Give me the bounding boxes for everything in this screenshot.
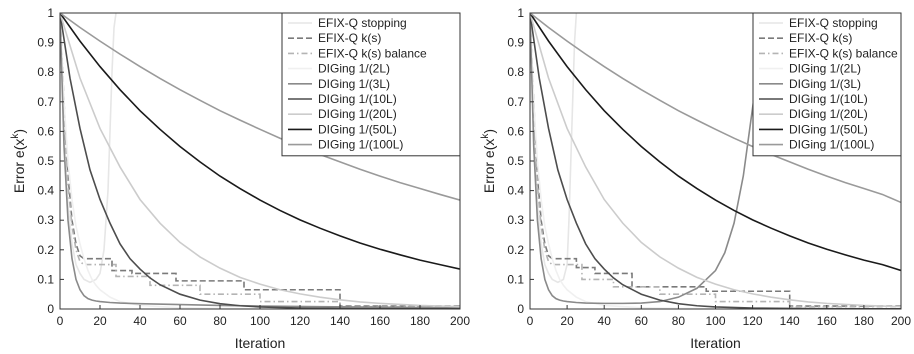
legend-entry-1: EFIX-Q k(s) <box>318 31 381 45</box>
y-tick-label: 0.1 <box>507 272 524 286</box>
x-tick-label: 100 <box>705 314 725 328</box>
x-tick-label: 120 <box>290 314 310 328</box>
y-tick-label: 0 <box>47 302 54 316</box>
y-tick-label: 0.5 <box>37 154 54 168</box>
series-line-8 <box>530 13 901 204</box>
y-tick-label: 0.6 <box>37 124 54 138</box>
legend-entry-7: DIGing 1/(50L) <box>789 122 868 136</box>
x-tick-label: 20 <box>560 314 574 328</box>
series-line-5 <box>530 13 901 309</box>
legend-entry-3: DIGing 1/(2L) <box>789 62 861 76</box>
y-tick-label: 0.8 <box>37 65 54 79</box>
y-tick-label: 0.8 <box>507 65 524 79</box>
y-tick-label: 1 <box>517 6 524 20</box>
y-tick-label: 0.7 <box>507 95 524 109</box>
legend-entry-2: EFIX-Q k(s) balance <box>318 46 427 60</box>
y-tick-label: 0.6 <box>507 124 524 138</box>
y-tick-label: 0.1 <box>37 272 54 286</box>
series-line-2 <box>60 13 460 308</box>
y-tick-label: 0.9 <box>37 36 54 50</box>
x-axis-label: Iteration <box>690 335 741 351</box>
series-line-6 <box>530 13 901 308</box>
x-tick-label: 80 <box>672 314 686 328</box>
legend-entry-6: DIGing 1/(20L) <box>789 107 868 121</box>
x-tick-label: 180 <box>410 314 430 328</box>
series-line-1 <box>60 13 460 307</box>
x-tick-label: 200 <box>891 314 911 328</box>
x-axis-label: Iteration <box>235 335 286 351</box>
series-line-7 <box>60 13 460 270</box>
y-axis-label: Error e(xk) <box>10 129 27 193</box>
left-chart-panel: 0 20 40 60 80 100 120 140 160 180 200 0 0.1 0.2 0.3 0.4… <box>10 6 470 351</box>
y-tick-label: 0.7 <box>37 95 54 109</box>
x-tick-label: 60 <box>635 314 649 328</box>
y-tick-label: 0.4 <box>37 184 54 198</box>
x-tick-label: 160 <box>370 314 390 328</box>
x-tick-label: 120 <box>743 314 763 328</box>
x-tick-label: 160 <box>817 314 837 328</box>
y-tick-label: 0.3 <box>507 213 524 227</box>
legend-entry-0: EFIX-Q stopping <box>789 16 878 30</box>
y-tick-label: 0.3 <box>37 213 54 227</box>
series-line-2 <box>530 13 901 308</box>
y-tick-label: 0.5 <box>507 154 524 168</box>
plot-area <box>530 13 901 309</box>
x-tick-label: 180 <box>854 314 874 328</box>
series-line-4 <box>530 13 769 305</box>
legend-entry-3: DIGing 1/(2L) <box>318 62 390 76</box>
series-line-0 <box>530 13 578 284</box>
legend-entry-8: DIGing 1/(100L) <box>318 138 403 152</box>
x-tick-label: 60 <box>173 314 187 328</box>
x-tick-label: 140 <box>330 314 350 328</box>
series-line-0 <box>60 13 117 284</box>
series-line-6 <box>60 13 460 308</box>
series-line-7 <box>530 13 901 272</box>
legend-entry-8: DIGing 1/(100L) <box>789 138 874 152</box>
legend-entry-4: DIGing 1/(3L) <box>318 77 390 91</box>
x-tick-label: 80 <box>213 314 227 328</box>
legend-entry-2: EFIX-Q k(s) balance <box>789 46 898 60</box>
x-tick-label: 40 <box>133 314 147 328</box>
legend-entry-7: DIGing 1/(50L) <box>318 122 397 136</box>
y-tick-label: 0.4 <box>507 184 524 198</box>
legend-entry-5: DIGing 1/(10L) <box>789 92 868 106</box>
x-tick-label: 100 <box>250 314 270 328</box>
x-tick-label: 0 <box>527 314 534 328</box>
legend-entry-0: EFIX-Q stopping <box>318 16 407 30</box>
x-tick-label: 200 <box>450 314 470 328</box>
x-tick-label: 40 <box>598 314 612 328</box>
legend-entry-5: DIGing 1/(10L) <box>318 92 397 106</box>
y-tick-label: 0.2 <box>37 243 54 257</box>
legend-entry-4: DIGing 1/(3L) <box>789 77 861 91</box>
y-axis-label: Error e(xk) <box>480 129 497 193</box>
series-line-5 <box>60 13 460 309</box>
y-tick-label: 0.9 <box>507 36 524 50</box>
x-tick-label: 0 <box>57 314 64 328</box>
y-tick-label: 1 <box>47 6 54 20</box>
legend-entry-1: EFIX-Q k(s) <box>789 31 852 45</box>
legend-entry-6: DIGing 1/(20L) <box>318 107 397 121</box>
x-tick-label: 140 <box>780 314 800 328</box>
x-tick-label: 20 <box>93 314 107 328</box>
y-tick-label: 0.2 <box>507 243 524 257</box>
y-tick-label: 0 <box>517 302 524 316</box>
series-line-8 <box>60 13 460 201</box>
right-chart-panel: 0 20 40 60 80 100 120 140 160 180 200 0 0.1 0.2 0.3 0.4… <box>480 6 911 351</box>
